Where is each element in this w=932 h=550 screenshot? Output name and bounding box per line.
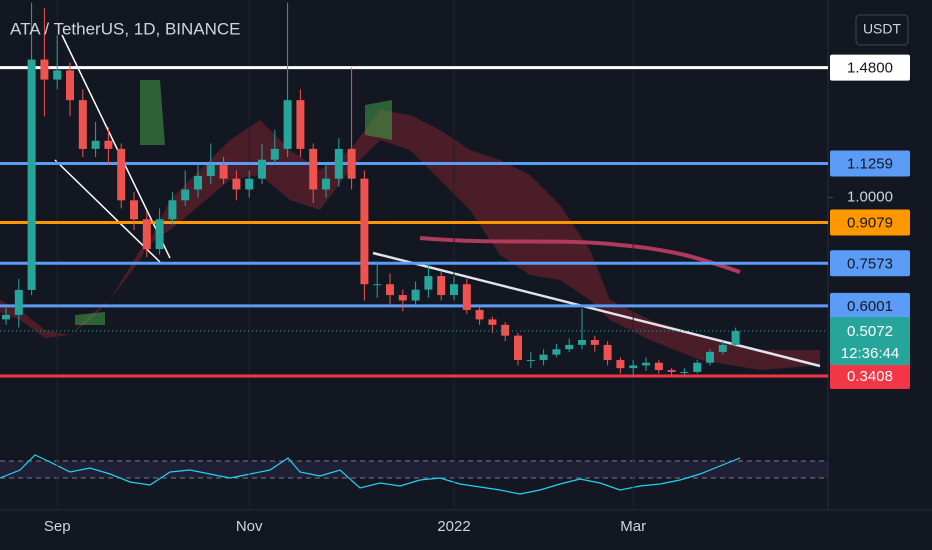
candle-body	[526, 360, 535, 362]
candle-body	[347, 148, 356, 179]
trendline	[61, 34, 171, 259]
candle-body	[411, 289, 420, 301]
level-label-box	[830, 363, 910, 390]
candle-body	[731, 331, 740, 345]
candle-body	[245, 178, 254, 190]
chart-title: ATA / TetherUS, 1D, BINANCE	[10, 19, 241, 38]
candle-body	[514, 335, 522, 361]
rsi-line	[0, 454, 741, 495]
candle-body	[27, 59, 36, 290]
trendline	[372, 251, 821, 368]
candle-body	[232, 178, 241, 190]
currency-label: USDT	[863, 21, 902, 37]
candle-body	[578, 340, 586, 345]
candle-body	[322, 178, 330, 190]
trendline	[54, 159, 161, 263]
candle-body	[168, 200, 177, 220]
candle-body	[680, 371, 689, 373]
level-label-box	[830, 292, 910, 319]
candle-body	[14, 289, 23, 315]
candle-body	[104, 140, 113, 149]
candle-body	[398, 295, 407, 301]
last-price-box	[830, 317, 910, 366]
x-tick-label: Nov	[236, 518, 263, 535]
candle-body	[296, 100, 305, 149]
candle-body	[475, 309, 484, 320]
candle-body	[130, 200, 138, 220]
candle-body	[693, 362, 702, 372]
candle-body	[40, 59, 49, 80]
candle-body	[565, 344, 574, 350]
candle-body	[66, 70, 74, 101]
candle-body	[667, 370, 676, 372]
level-label: 0.6001	[847, 298, 893, 315]
candle-body	[309, 148, 318, 190]
last-price-label: 0.5072	[847, 323, 893, 340]
candle-body	[437, 276, 446, 296]
level-label-box	[830, 250, 910, 277]
candle-body	[53, 70, 62, 80]
candle-body	[206, 165, 215, 176]
level-label-box	[830, 54, 910, 81]
candle-body	[258, 159, 266, 179]
currency-box	[855, 14, 909, 46]
x-tick-label: Sep	[44, 518, 71, 535]
level-label: 1.1259	[847, 155, 893, 172]
level-label-box	[830, 150, 910, 177]
candle-body	[590, 340, 599, 345]
candle-body	[334, 148, 343, 179]
candle-body	[91, 140, 100, 149]
candle-body	[629, 365, 638, 369]
candle-body	[552, 349, 561, 355]
level-label-box	[830, 209, 910, 236]
candle-body	[654, 362, 663, 371]
ichimoku-cloud-green	[75, 80, 392, 325]
candle-body	[450, 284, 458, 296]
candle-body	[2, 314, 10, 320]
candle-body	[539, 354, 548, 361]
candle-body	[603, 344, 612, 361]
candle-body	[386, 284, 394, 296]
candle-body	[373, 284, 382, 286]
candle-body	[706, 351, 714, 363]
candle-body	[642, 362, 650, 366]
candle-body	[78, 100, 87, 149]
y-tick-label: 1.0000	[847, 189, 893, 206]
x-tick-label: Mar	[620, 518, 646, 535]
rsi-band	[0, 461, 828, 478]
marks: 1.0000 Sep Nov 2022 Mar 1.4800 1.1259 0.9079 0.7…	[0, 0, 910, 535]
candle-body	[360, 178, 369, 285]
candle-body	[142, 219, 151, 250]
level-label: 0.7573	[847, 255, 893, 272]
candle-body	[219, 165, 228, 179]
x-tick-label: 2022	[437, 518, 470, 535]
level-label: 1.4800	[847, 60, 893, 77]
level-label: 0.9079	[847, 215, 893, 232]
level-label: 0.3408	[847, 368, 893, 385]
candle-body	[424, 276, 433, 290]
candle-body	[616, 360, 625, 369]
candle-body	[117, 148, 126, 201]
candle-body	[283, 100, 292, 149]
candle-body	[155, 219, 164, 250]
moving-average	[419, 236, 741, 274]
candle-body	[718, 344, 727, 352]
candle-body	[194, 175, 202, 190]
countdown-label: 12:36:44	[841, 345, 899, 362]
candle-body	[462, 284, 471, 310]
candle-body	[181, 189, 190, 201]
candle-body	[488, 319, 497, 325]
candle-body	[270, 148, 279, 160]
candle-body	[501, 324, 510, 336]
